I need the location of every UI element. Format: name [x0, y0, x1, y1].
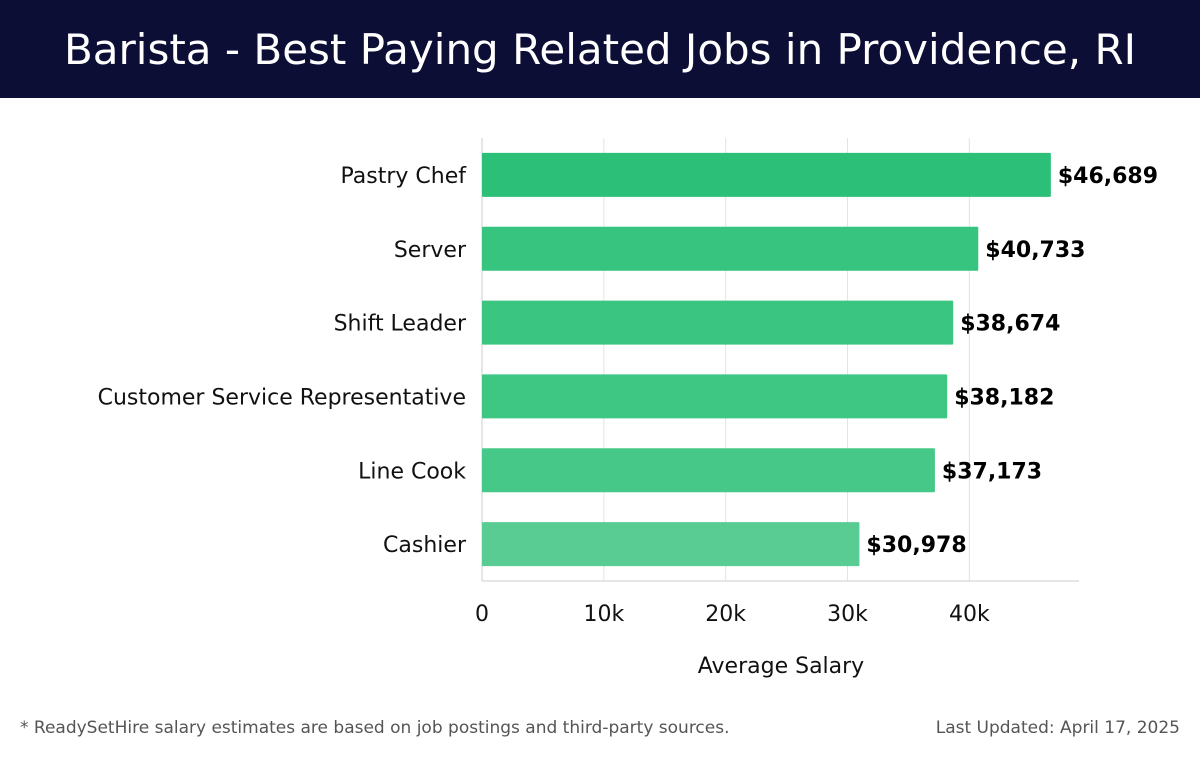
bar: [482, 448, 935, 493]
category-label: Customer Service Representative: [98, 385, 466, 410]
header-banner: Barista - Best Paying Related Jobs in Pr…: [0, 0, 1200, 98]
category-label: Cashier: [383, 533, 467, 558]
bar: [482, 522, 860, 567]
value-label: $40,733: [985, 238, 1085, 263]
value-label: $38,674: [960, 312, 1060, 337]
x-tick-label: 30k: [827, 602, 868, 627]
bar: [482, 226, 979, 271]
category-label: Pastry Chef: [341, 164, 468, 189]
value-labels: $46,689 $40,733 $38,674 $38,182 $37,173 $30,9…: [866, 164, 1158, 558]
bar: [482, 374, 948, 419]
salary-bar-chart: Pastry Chef Server Shift Leader Customer Se…: [98, 138, 1158, 679]
x-tick-label: 20k: [705, 602, 746, 627]
category-label: Shift Leader: [334, 312, 467, 337]
bar: [482, 300, 954, 345]
category-label: Line Cook: [358, 459, 466, 484]
category-labels: Pastry Chef Server Shift Leader Customer Se…: [98, 164, 468, 558]
category-label: Server: [394, 238, 467, 263]
footer-note: * ReadySetHire salary estimates are base…: [20, 718, 730, 738]
grid-lines: [481, 138, 1079, 582]
bar: [482, 152, 1051, 197]
value-label: $46,689: [1058, 164, 1158, 189]
value-label: $38,182: [954, 385, 1054, 410]
last-updated: Last Updated: April 17, 2025: [935, 718, 1180, 738]
x-axis-title: Average Salary: [698, 654, 864, 679]
x-tick-label: 40k: [949, 602, 990, 627]
value-label: $30,978: [866, 533, 966, 558]
page-title: Barista - Best Paying Related Jobs in Pr…: [63, 24, 1137, 74]
x-tick-labels: 0 10k 20k 30k 40k: [475, 602, 990, 627]
x-tick-label: 0: [475, 602, 489, 627]
value-label: $37,173: [942, 459, 1042, 484]
x-tick-label: 10k: [583, 602, 624, 627]
bars: [482, 152, 1051, 567]
